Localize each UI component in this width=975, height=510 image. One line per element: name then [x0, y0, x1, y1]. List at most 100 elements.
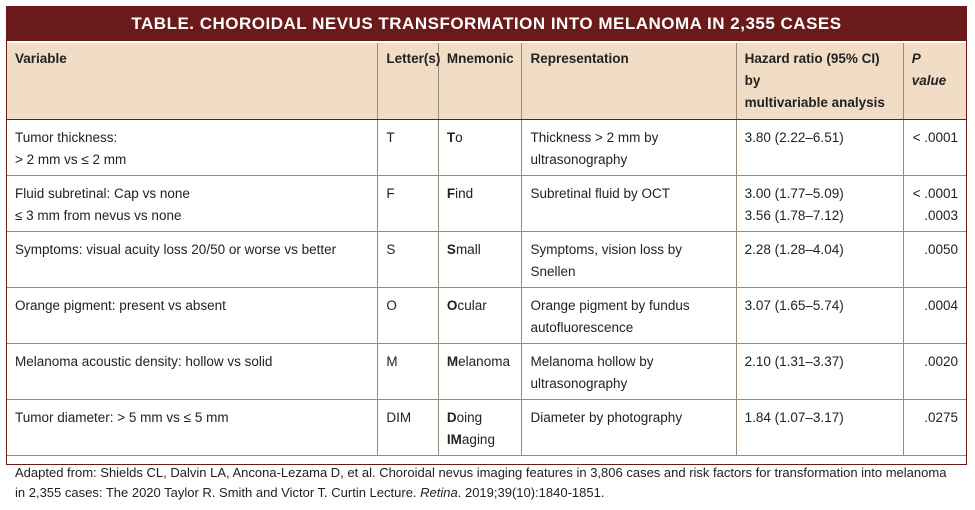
representation-line2: ultrasonography [530, 376, 628, 391]
pvalue-line1: < .0001 [912, 186, 958, 201]
pvalue-line1: .0004 [924, 298, 958, 313]
cell-mnemonic: Small [438, 231, 523, 288]
mnemonic-bold: O [446, 298, 458, 313]
representation-line2: ultrasonography [530, 152, 628, 167]
table-row: Symptoms: visual acuity loss 20/50 or wo… [7, 231, 966, 288]
mnemonic-bold: T [446, 130, 456, 145]
cell-hazard: 3.07 (1.65–5.74) [736, 287, 904, 344]
header-variable: Variable [7, 43, 379, 120]
footnote-citation: . 2019;39(10):1840-1851. [457, 485, 605, 500]
cell-mnemonic: Doing IMaging [438, 399, 523, 456]
cell-representation: Orange pigment by fundus autofluorescence [521, 287, 737, 344]
cell-pvalue: .0020 [903, 343, 966, 400]
representation-line1: Melanoma hollow by [530, 354, 654, 369]
cell-hazard: 1.84 (1.07–3.17) [736, 399, 904, 456]
data-table: Variable Letter(s) Mnemonic Representati… [7, 43, 966, 456]
cell-pvalue: < .0001 .0003 [903, 175, 966, 232]
hazard-line2: 3.56 (1.78–7.12) [744, 208, 844, 223]
mnemonic-rest: elanoma [458, 354, 510, 369]
hazard-line1: 2.10 (1.31–3.37) [744, 354, 844, 369]
variable-line1: Tumor diameter: > 5 mm vs ≤ 5 mm [15, 410, 229, 425]
header-hazard-line1: Hazard ratio (95% CI) by [744, 51, 880, 88]
variable-line2: ≤ 3 mm from nevus vs none [15, 208, 182, 223]
cell-pvalue: .0004 [903, 287, 966, 344]
header-hazard: Hazard ratio (95% CI) by multivariable an… [736, 43, 904, 120]
cell-hazard: 2.28 (1.28–4.04) [736, 231, 904, 288]
cell-variable: Melanoma acoustic density: hollow vs sol… [7, 343, 379, 400]
representation-line1: Orange pigment by fundus [530, 298, 690, 313]
hazard-line1: 1.84 (1.07–3.17) [744, 410, 844, 425]
header-row: Variable Letter(s) Mnemonic Representati… [7, 43, 966, 120]
mnemonic-rest: aging [461, 432, 495, 447]
pvalue-line1: .0050 [924, 242, 958, 257]
source-footnote: Adapted from: Shields CL, Dalvin LA, Anc… [7, 456, 966, 510]
table-title: TABLE. CHOROIDAL NEVUS TRANSFORMATION IN… [7, 7, 966, 43]
cell-letters: M [377, 343, 439, 400]
header-mnemonic: Mnemonic [438, 43, 523, 120]
hazard-line1: 3.07 (1.65–5.74) [744, 298, 844, 313]
cell-variable: Tumor diameter: > 5 mm vs ≤ 5 mm [7, 399, 379, 456]
table-row: Tumor thickness: > 2 mm vs ≤ 2 mm T To Thick… [7, 119, 966, 176]
hazard-line1: 3.80 (2.22–6.51) [744, 130, 844, 145]
table-frame: TABLE. CHOROIDAL NEVUS TRANSFORMATION IN… [6, 6, 967, 500]
cell-representation: Symptoms, vision loss by Snellen [521, 231, 737, 288]
mnemonic-bold: IM [446, 432, 462, 447]
pvalue-line2: .0003 [924, 208, 958, 223]
cell-variable: Symptoms: visual acuity loss 20/50 or wo… [7, 231, 379, 288]
header-letters: Letter(s) [377, 43, 440, 120]
cell-representation: Subretinal fluid by OCT [521, 175, 737, 232]
cell-letters: F [377, 175, 439, 232]
representation-line1: Thickness > 2 mm by [530, 130, 659, 145]
cell-letters: DIM [377, 399, 439, 456]
cell-variable: Tumor thickness: > 2 mm vs ≤ 2 mm [7, 119, 379, 176]
cell-letters: O [377, 287, 439, 344]
cell-variable: Orange pigment: present vs absent [7, 287, 379, 344]
hazard-line1: 3.00 (1.77–5.09) [744, 186, 844, 201]
table-row: Orange pigment: present vs absent O Ocular… [7, 287, 966, 344]
variable-line1: Orange pigment: present vs absent [15, 298, 226, 313]
cell-mnemonic: Melanoma [438, 343, 523, 400]
cell-hazard: 3.80 (2.22–6.51) [736, 119, 904, 176]
representation-line1: Diameter by photography [530, 410, 683, 425]
mnemonic-bold: F [446, 186, 456, 201]
mnemonic-bold: S [446, 242, 456, 257]
header-hazard-line2: multivariable analysis [744, 95, 885, 110]
cell-mnemonic: Ocular [438, 287, 523, 344]
cell-mnemonic: To [438, 119, 523, 176]
representation-line1: Symptoms, vision loss by Snellen [530, 242, 683, 279]
mnemonic-rest: cular [457, 298, 487, 313]
cell-variable: Fluid subretinal: Cap vs none ≤ 3 mm from… [7, 175, 379, 232]
cell-hazard: 3.00 (1.77–5.09) 3.56 (1.78–7.12) [736, 175, 904, 232]
cell-representation: Melanoma hollow by ultrasonography [521, 343, 737, 400]
cell-letters: T [377, 119, 439, 176]
cell-pvalue: .0050 [903, 231, 966, 288]
header-pvalue: P value [903, 43, 966, 120]
header-representation: Representation [521, 43, 737, 120]
mnemonic-rest: mall [455, 242, 481, 257]
hazard-line1: 2.28 (1.28–4.04) [744, 242, 844, 257]
representation-line1: Subretinal fluid by OCT [530, 186, 671, 201]
table-row: Fluid subretinal: Cap vs none ≤ 3 mm from… [7, 175, 966, 232]
cell-mnemonic: Find [438, 175, 523, 232]
table-row: Melanoma acoustic density: hollow vs sol… [7, 343, 966, 400]
mnemonic-bold: D [446, 410, 457, 425]
pvalue-line1: < .0001 [912, 130, 958, 145]
variable-line2: > 2 mm vs ≤ 2 mm [15, 152, 127, 167]
mnemonic-rest: o [455, 130, 463, 145]
pvalue-line1: .0275 [924, 410, 958, 425]
representation-line2: autofluorescence [530, 320, 634, 335]
header-pvalue-text: P value [911, 51, 947, 88]
cell-representation: Thickness > 2 mm by ultrasonography [521, 119, 737, 176]
table-row: Tumor diameter: > 5 mm vs ≤ 5 mm DIM Doing… [7, 399, 966, 456]
pvalue-line1: .0020 [924, 354, 958, 369]
variable-line1: Tumor thickness: [15, 130, 118, 145]
cell-pvalue: < .0001 [903, 119, 966, 176]
cell-letters: S [377, 231, 439, 288]
variable-line1: Fluid subretinal: Cap vs none [15, 186, 190, 201]
mnemonic-rest: ind [455, 186, 474, 201]
variable-line1: Symptoms: visual acuity loss 20/50 or wo… [15, 242, 337, 257]
cell-hazard: 2.10 (1.31–3.37) [736, 343, 904, 400]
cell-representation: Diameter by photography [521, 399, 737, 456]
mnemonic-bold: M [446, 354, 459, 369]
mnemonic-rest: oing [456, 410, 483, 425]
